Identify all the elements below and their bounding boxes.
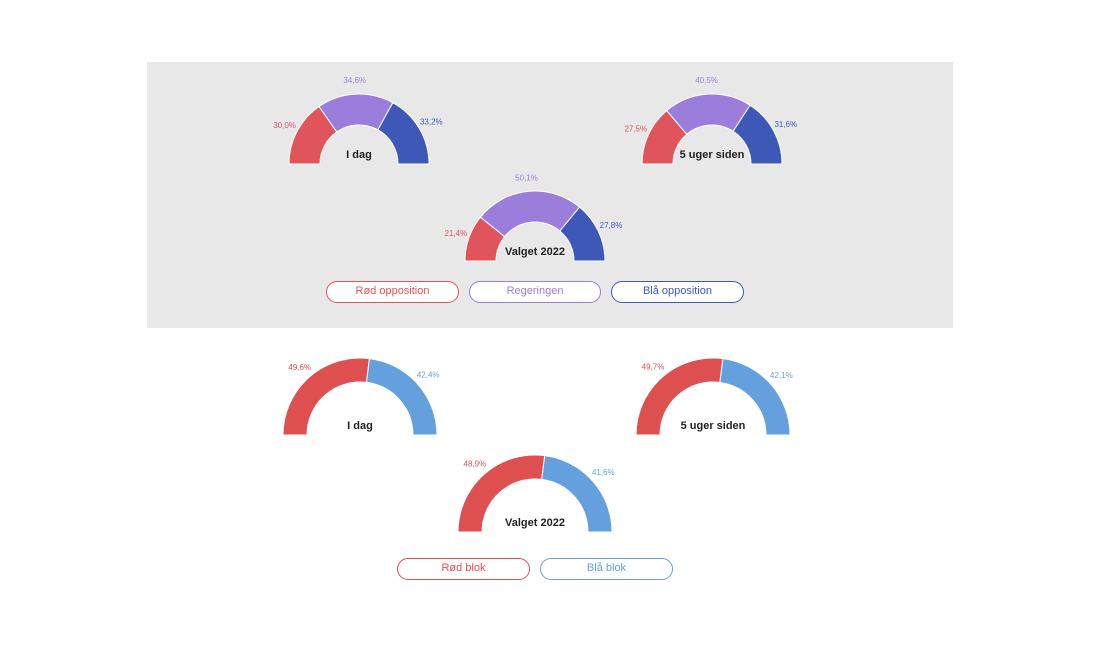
gauge-value-label-bla-blok: 42,4% — [417, 371, 440, 380]
gauge-value-label-regeringen: 40,5% — [695, 76, 718, 85]
gauge-title: 5 uger siden — [680, 149, 745, 161]
gauge-value-label-rod-blok: 49,7% — [642, 363, 665, 372]
gauge-segment-bla-opposition — [732, 104, 783, 165]
gauge-value-label-rod-opposition: 30,0% — [273, 121, 296, 130]
gauge-segment-bla-opposition — [559, 206, 606, 262]
gauge-value-label-rod-opposition: 27,5% — [624, 125, 647, 134]
gauge-value-label-bla-opposition: 27,8% — [600, 221, 623, 230]
gauge-value-label-rod-opposition: 21,4% — [444, 229, 467, 238]
gauge-title: Valget 2022 — [505, 517, 565, 529]
legend-bla-opposition-button[interactable]: Blå opposition — [611, 281, 744, 303]
gauge-opposition-valget-2022: 21,4% 50,1% 27,8% Valget 2022 — [444, 173, 622, 262]
gauge-opposition-i-dag: 30,0% 34,6% 33,2% I dag — [273, 76, 443, 165]
gauge-value-label-rod-blok: 49,6% — [288, 363, 311, 372]
legend-rod-opposition-button[interactable]: Rød opposition — [326, 281, 459, 303]
gauge-opposition-5-uger-siden: 27,5% 40,5% 31,6% 5 uger siden — [624, 76, 797, 165]
gauge-value-label-rod-blok: 48,9% — [464, 460, 487, 469]
gauge-segment-bla-blok — [719, 358, 791, 436]
gauge-segment-bla-blok — [541, 455, 613, 533]
gauge-title: 5 uger siden — [681, 420, 746, 432]
gauge-segment-bla-opposition — [377, 102, 430, 165]
gauge-segment-bla-blok — [365, 358, 438, 436]
gauge-title: Valget 2022 — [505, 246, 565, 258]
gauge-value-label-bla-blok: 41,6% — [592, 468, 615, 477]
gauge-value-label-bla-opposition: 31,6% — [774, 120, 797, 129]
legend-regeringen-button[interactable]: Regeringen — [469, 281, 601, 303]
gauge-value-label-regeringen: 34,6% — [343, 76, 366, 85]
gauge-value-label-bla-opposition: 33,2% — [420, 117, 443, 126]
legend-rod-blok-button[interactable]: Rød blok — [397, 558, 530, 580]
gauge-value-label-bla-blok: 42,1% — [770, 371, 793, 380]
gauge-title: I dag — [347, 420, 373, 432]
gauge-blok-valget-2022: 48,9% 41,6% Valget 2022 — [457, 454, 615, 533]
gauge-blok-i-dag: 49,6% 42,4% I dag — [282, 357, 440, 436]
gauge-blok-5-uger-siden: 49,7% 42,1% 5 uger siden — [635, 357, 793, 436]
legend-bla-blok-button[interactable]: Blå blok — [540, 558, 673, 580]
gauge-title: I dag — [346, 149, 372, 161]
gauge-value-label-regeringen: 50,1% — [515, 173, 538, 182]
